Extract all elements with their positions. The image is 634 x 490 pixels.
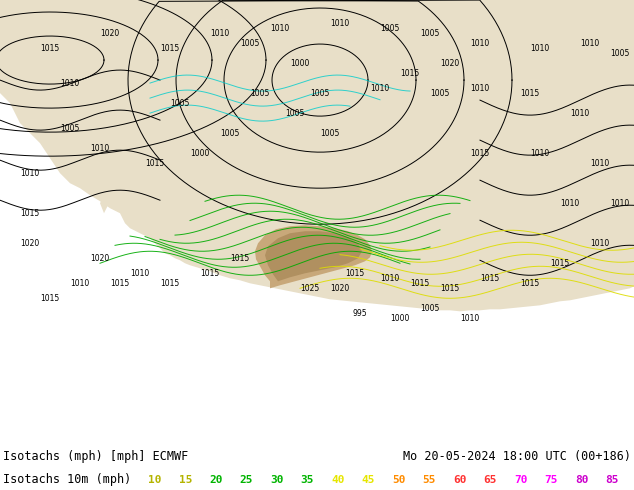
- Text: 1010: 1010: [380, 274, 399, 283]
- Text: Isotachs 10m (mph): Isotachs 10m (mph): [3, 473, 131, 486]
- Text: 1015: 1015: [346, 269, 365, 278]
- Text: 45: 45: [361, 475, 375, 485]
- Text: 80: 80: [575, 475, 588, 485]
- Text: 1015: 1015: [470, 148, 489, 158]
- Text: 1015: 1015: [41, 44, 60, 52]
- Polygon shape: [265, 231, 362, 281]
- Text: 1015: 1015: [230, 254, 250, 263]
- Text: 1010: 1010: [611, 199, 630, 208]
- Text: 1005: 1005: [320, 129, 340, 138]
- Text: 1005: 1005: [220, 129, 240, 138]
- Text: 1015: 1015: [410, 279, 430, 288]
- Text: 1005: 1005: [420, 28, 440, 38]
- Text: 50: 50: [392, 475, 406, 485]
- Text: 40: 40: [331, 475, 344, 485]
- Text: 1000: 1000: [391, 314, 410, 323]
- Text: 1015: 1015: [160, 279, 179, 288]
- Text: 1015: 1015: [521, 279, 540, 288]
- Text: 1010: 1010: [590, 159, 610, 168]
- Text: 1010: 1010: [330, 19, 349, 27]
- Text: 1015: 1015: [110, 279, 129, 288]
- Text: 1010: 1010: [571, 109, 590, 118]
- Text: 20: 20: [209, 475, 223, 485]
- Text: 1020: 1020: [441, 59, 460, 68]
- Text: 70: 70: [514, 475, 527, 485]
- Text: 1015: 1015: [20, 209, 39, 218]
- Text: 1015: 1015: [401, 69, 420, 77]
- Text: 35: 35: [301, 475, 314, 485]
- Polygon shape: [173, 65, 225, 223]
- Text: 1005: 1005: [285, 109, 305, 118]
- Text: 995: 995: [353, 309, 367, 318]
- Text: 1010: 1010: [210, 28, 230, 38]
- Text: 1010: 1010: [460, 314, 480, 323]
- Polygon shape: [0, 0, 634, 311]
- Text: 1010: 1010: [131, 269, 150, 278]
- Text: 1010: 1010: [470, 39, 489, 48]
- Polygon shape: [100, 123, 132, 213]
- Text: 1015: 1015: [200, 269, 219, 278]
- Text: 1005: 1005: [611, 49, 630, 57]
- Text: 1005: 1005: [420, 304, 440, 313]
- Text: 1010: 1010: [531, 148, 550, 158]
- Text: 1005: 1005: [380, 24, 399, 32]
- Text: 1010: 1010: [370, 84, 390, 93]
- Text: 1015: 1015: [481, 274, 500, 283]
- Text: 1000: 1000: [190, 148, 210, 158]
- Text: 30: 30: [270, 475, 283, 485]
- Text: 1025: 1025: [301, 284, 320, 293]
- Text: 1015: 1015: [145, 159, 165, 168]
- Text: 1005: 1005: [310, 89, 330, 98]
- Text: 1005: 1005: [60, 123, 80, 133]
- Text: 1010: 1010: [590, 239, 610, 248]
- Text: Isotachs (mph) [mph] ECMWF: Isotachs (mph) [mph] ECMWF: [3, 450, 188, 463]
- Text: 1020: 1020: [91, 254, 110, 263]
- Text: 1015: 1015: [441, 284, 460, 293]
- Text: 1020: 1020: [330, 284, 349, 293]
- Text: 1005: 1005: [250, 89, 269, 98]
- Text: 1010: 1010: [91, 144, 110, 153]
- Text: 85: 85: [605, 475, 619, 485]
- Text: 1010: 1010: [560, 199, 579, 208]
- Text: 1015: 1015: [160, 44, 179, 52]
- Text: 75: 75: [545, 475, 558, 485]
- Text: 1020: 1020: [100, 28, 120, 38]
- Text: 1015: 1015: [41, 294, 60, 303]
- Text: 1010: 1010: [531, 44, 550, 52]
- Text: 55: 55: [422, 475, 436, 485]
- Polygon shape: [255, 225, 372, 288]
- Polygon shape: [452, 165, 472, 243]
- Text: 1020: 1020: [20, 239, 39, 248]
- Text: Mo 20-05-2024 18:00 UTC (00+186): Mo 20-05-2024 18:00 UTC (00+186): [403, 450, 631, 463]
- Text: 1010: 1010: [20, 169, 39, 178]
- Text: 60: 60: [453, 475, 467, 485]
- Text: 15: 15: [179, 475, 192, 485]
- Text: 1005: 1005: [171, 98, 190, 108]
- Text: 1000: 1000: [290, 59, 309, 68]
- Text: 65: 65: [484, 475, 497, 485]
- Text: 1015: 1015: [521, 89, 540, 98]
- Text: 1005: 1005: [430, 89, 450, 98]
- Text: 10: 10: [148, 475, 162, 485]
- Text: 1005: 1005: [240, 39, 260, 48]
- Text: 1010: 1010: [470, 84, 489, 93]
- Text: 1010: 1010: [70, 279, 89, 288]
- Text: 1010: 1010: [270, 24, 290, 32]
- Text: 1010: 1010: [60, 78, 80, 88]
- Text: 1010: 1010: [580, 39, 600, 48]
- Text: 1015: 1015: [550, 259, 569, 268]
- Text: 25: 25: [240, 475, 253, 485]
